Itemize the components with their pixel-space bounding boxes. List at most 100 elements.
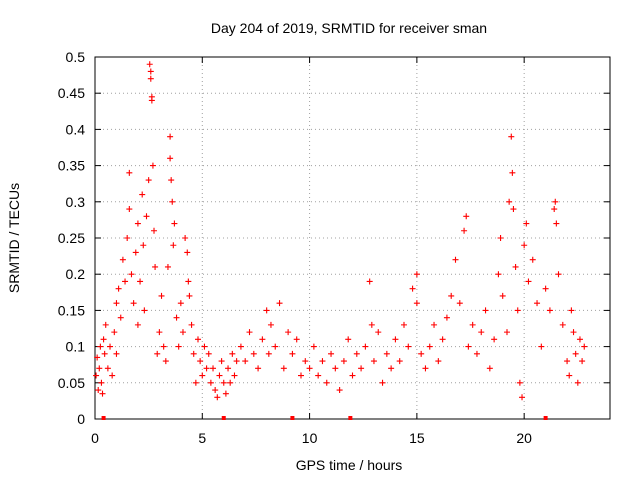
data-point	[107, 343, 114, 350]
data-point	[259, 336, 266, 343]
data-point	[340, 358, 347, 365]
data-point	[255, 365, 262, 372]
baseline-markers	[101, 416, 548, 420]
data-point	[413, 300, 420, 307]
data-point	[443, 314, 450, 321]
data-point	[285, 329, 292, 336]
data-point	[185, 278, 192, 285]
data-point	[182, 235, 189, 241]
data-point	[519, 394, 526, 401]
data-point	[510, 206, 517, 213]
data-point	[158, 292, 165, 299]
data-point	[203, 365, 210, 372]
data-point	[332, 365, 339, 372]
y-tick-label: 0.3	[66, 194, 86, 210]
data-point	[177, 300, 184, 307]
data-point	[250, 350, 257, 357]
data-point	[523, 220, 530, 227]
data-point	[140, 242, 147, 249]
data-point	[96, 365, 103, 372]
y-tick-label: 0	[77, 411, 85, 427]
data-point	[132, 249, 139, 256]
data-point	[293, 336, 300, 343]
data-point	[469, 321, 476, 328]
data-point	[388, 365, 395, 372]
baseline-marker	[221, 416, 226, 420]
data-point	[506, 198, 513, 205]
data-point	[482, 307, 489, 314]
data-point	[156, 329, 163, 336]
data-point	[101, 350, 108, 357]
data-point	[413, 271, 420, 278]
data-point	[205, 350, 212, 357]
data-point	[134, 321, 141, 328]
data-point	[559, 321, 566, 328]
data-point	[319, 358, 326, 365]
data-point	[336, 387, 343, 394]
data-point	[143, 213, 150, 220]
data-point	[465, 343, 472, 350]
data-point	[375, 329, 382, 336]
y-axis: 0 0.05 0.1 0.15 0.2 0.25 0.3 0.35 0.4 0.45 0.5	[58, 49, 610, 427]
data-point	[435, 358, 442, 365]
data-point	[100, 336, 107, 343]
data-point	[431, 321, 438, 328]
data-point	[456, 300, 463, 307]
data-point	[97, 343, 104, 350]
data-point	[551, 206, 558, 213]
data-point	[199, 372, 206, 379]
data-point	[514, 307, 521, 314]
data-point	[216, 372, 223, 379]
data-point	[555, 271, 562, 278]
data-point	[227, 379, 234, 386]
data-point	[145, 177, 152, 184]
y-tick-label: 0.35	[58, 158, 85, 174]
data-point	[306, 365, 313, 372]
data-point	[218, 358, 225, 365]
data-point	[280, 365, 287, 372]
data-point	[214, 394, 221, 401]
data-point	[225, 365, 232, 372]
data-point	[497, 235, 504, 241]
data-point	[113, 350, 120, 357]
data-point	[210, 365, 217, 372]
baseline-marker	[101, 416, 106, 420]
data-point	[525, 278, 532, 285]
data-point	[461, 227, 468, 234]
data-point	[495, 271, 502, 278]
x-tick-label: 20	[516, 430, 532, 446]
data-point	[102, 321, 109, 328]
grid-lines	[95, 57, 610, 419]
data-point	[383, 350, 390, 357]
data-point	[401, 321, 407, 328]
data-point	[478, 329, 485, 336]
data-point	[147, 75, 154, 82]
data-point	[95, 387, 102, 394]
data-point	[109, 372, 116, 379]
data-point	[272, 343, 279, 350]
data-point	[499, 292, 506, 299]
data-point	[362, 343, 369, 350]
data-point	[439, 336, 446, 343]
baseline-marker	[543, 416, 548, 420]
data-point	[566, 372, 573, 379]
data-point	[113, 300, 120, 307]
x-tick-label: 0	[91, 430, 99, 446]
data-point	[137, 278, 144, 285]
data-point	[231, 372, 238, 379]
data-point	[542, 285, 549, 292]
data-point	[104, 365, 111, 372]
data-point	[94, 354, 101, 361]
data-point	[126, 206, 133, 213]
y-tick-label: 0.4	[66, 121, 86, 137]
data-point	[126, 169, 133, 176]
data-point	[276, 300, 283, 307]
baseline-marker	[290, 416, 295, 420]
chart-title: Day 204 of 2019, SRMTID for receiver sma…	[211, 20, 487, 36]
data-point	[509, 169, 516, 176]
data-point	[564, 358, 571, 365]
data-point	[370, 358, 377, 365]
data-point	[167, 155, 174, 162]
data-point	[139, 191, 146, 198]
data-point	[379, 379, 386, 386]
